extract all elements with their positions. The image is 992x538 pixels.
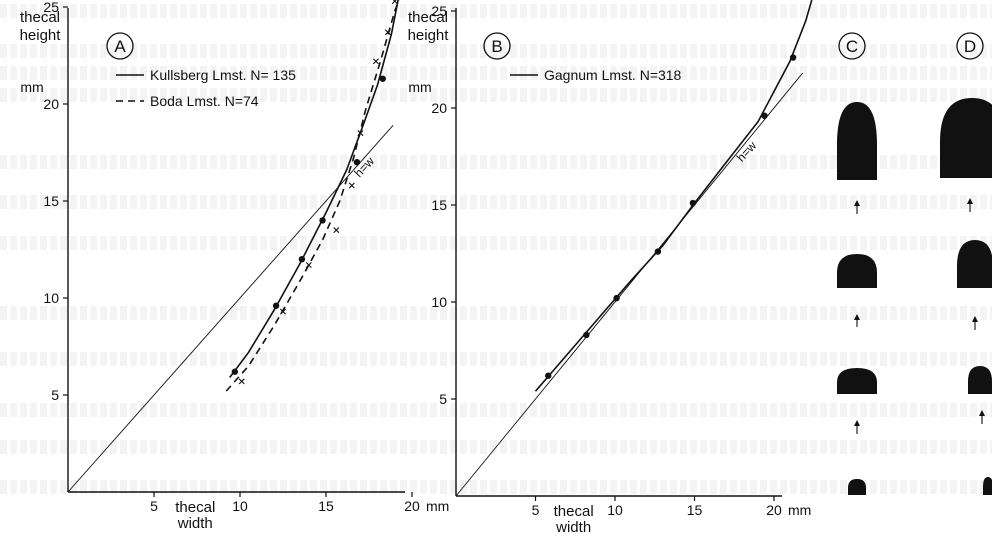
data-point-dot (379, 75, 386, 82)
h-equals-w-label: h=w (351, 154, 377, 180)
panel-label: C (846, 37, 858, 56)
series-line-solid (534, 0, 813, 392)
theca-outline-shape (940, 98, 992, 178)
x-tick-label: 10 (607, 502, 623, 518)
y-axis-unit: mm (20, 79, 43, 95)
x-tick-label: 20 (404, 498, 420, 514)
series-line-dashed (225, 0, 400, 392)
data-point-dot (319, 217, 326, 224)
panel-label-circle (838, 32, 866, 60)
data-point-dot (272, 302, 280, 309)
x-tick-label: 20 (766, 502, 782, 518)
y-axis-title-line2: height (408, 27, 450, 44)
series-line-solid (229, 0, 399, 378)
y-tick-label: 15 (431, 197, 447, 213)
data-point-cross (348, 182, 355, 189)
data-point-dot (689, 199, 697, 207)
data-point-dot (789, 54, 797, 61)
x-axis-title-line2: width (555, 519, 591, 536)
legend-label: Boda Lmst. N=74 (150, 93, 259, 109)
data-point-dot (654, 248, 662, 255)
data-point-cross (384, 29, 391, 36)
arrow-head-icon (979, 410, 985, 416)
h-equals-w-line (67, 125, 394, 493)
data-point-cross (333, 227, 340, 234)
y-tick-label: 5 (51, 387, 59, 403)
data-point-dot (298, 256, 306, 263)
panel-label-circle (956, 32, 984, 60)
panel-label: A (114, 37, 126, 56)
panel-label: B (491, 37, 502, 56)
x-axis-unit: mm (426, 498, 449, 514)
y-tick-label: 5 (439, 391, 447, 407)
data-point-dot (583, 331, 590, 339)
arrow-head-icon (854, 314, 860, 320)
h-equals-w-line (455, 72, 803, 497)
data-point-dot (353, 159, 361, 166)
theca-outline-shape (957, 240, 992, 288)
x-tick-label: 15 (318, 498, 334, 514)
y-tick-label: 20 (431, 100, 447, 116)
y-axis-title-line2: height (20, 27, 62, 44)
h-equals-w-label: h=w (734, 138, 760, 164)
theca-outline-shape (968, 366, 992, 394)
data-point-dot (545, 372, 552, 379)
theca-outline-shape (837, 368, 877, 394)
y-tick-label: 15 (43, 193, 59, 209)
y-tick-label: 25 (43, 0, 59, 15)
y-axis-title-line1: thecal (20, 9, 60, 26)
x-tick-label: 5 (150, 498, 158, 514)
data-point-cross (305, 262, 312, 269)
data-point-cross (238, 378, 245, 385)
panel-label-circle (106, 32, 134, 60)
data-point-dot (231, 368, 239, 375)
x-axis-title-line1: thecal (554, 503, 594, 520)
theca-outline-shape (848, 479, 866, 495)
data-point-cross (357, 130, 364, 137)
panel-label: D (964, 37, 976, 56)
y-axis-title-line1: thecal (408, 9, 448, 26)
legend-label: Kullsberg Lmst. N= 135 (150, 67, 296, 83)
data-point-dot (761, 112, 768, 119)
y-axis-unit: mm (408, 79, 431, 95)
arrow-head-icon (972, 316, 978, 322)
x-axis-title-line1: thecal (175, 499, 215, 516)
data-point-cross (391, 0, 398, 5)
arrow-head-icon (967, 198, 973, 204)
y-tick-label: 10 (431, 294, 447, 310)
theca-outline-shape (837, 102, 877, 180)
x-tick-label: 10 (232, 498, 248, 514)
data-point-cross (372, 58, 379, 65)
x-axis-title-line2: width (177, 515, 213, 532)
legend-label: Gagnum Lmst. N=318 (544, 67, 682, 83)
data-point-cross (280, 308, 286, 315)
x-axis-unit: mm (788, 502, 811, 518)
data-point-dot (613, 294, 620, 302)
y-tick-label: 10 (43, 290, 59, 306)
x-tick-label: 15 (687, 502, 703, 518)
theca-outline-shape (837, 254, 877, 288)
panel-label-circle (483, 32, 511, 60)
arrow-head-icon (854, 200, 860, 206)
x-tick-label: 5 (532, 502, 540, 518)
y-tick-label: 25 (431, 3, 447, 19)
arrow-head-icon (854, 420, 860, 426)
y-tick-label: 20 (43, 96, 59, 112)
theca-outline-shape (983, 477, 992, 495)
